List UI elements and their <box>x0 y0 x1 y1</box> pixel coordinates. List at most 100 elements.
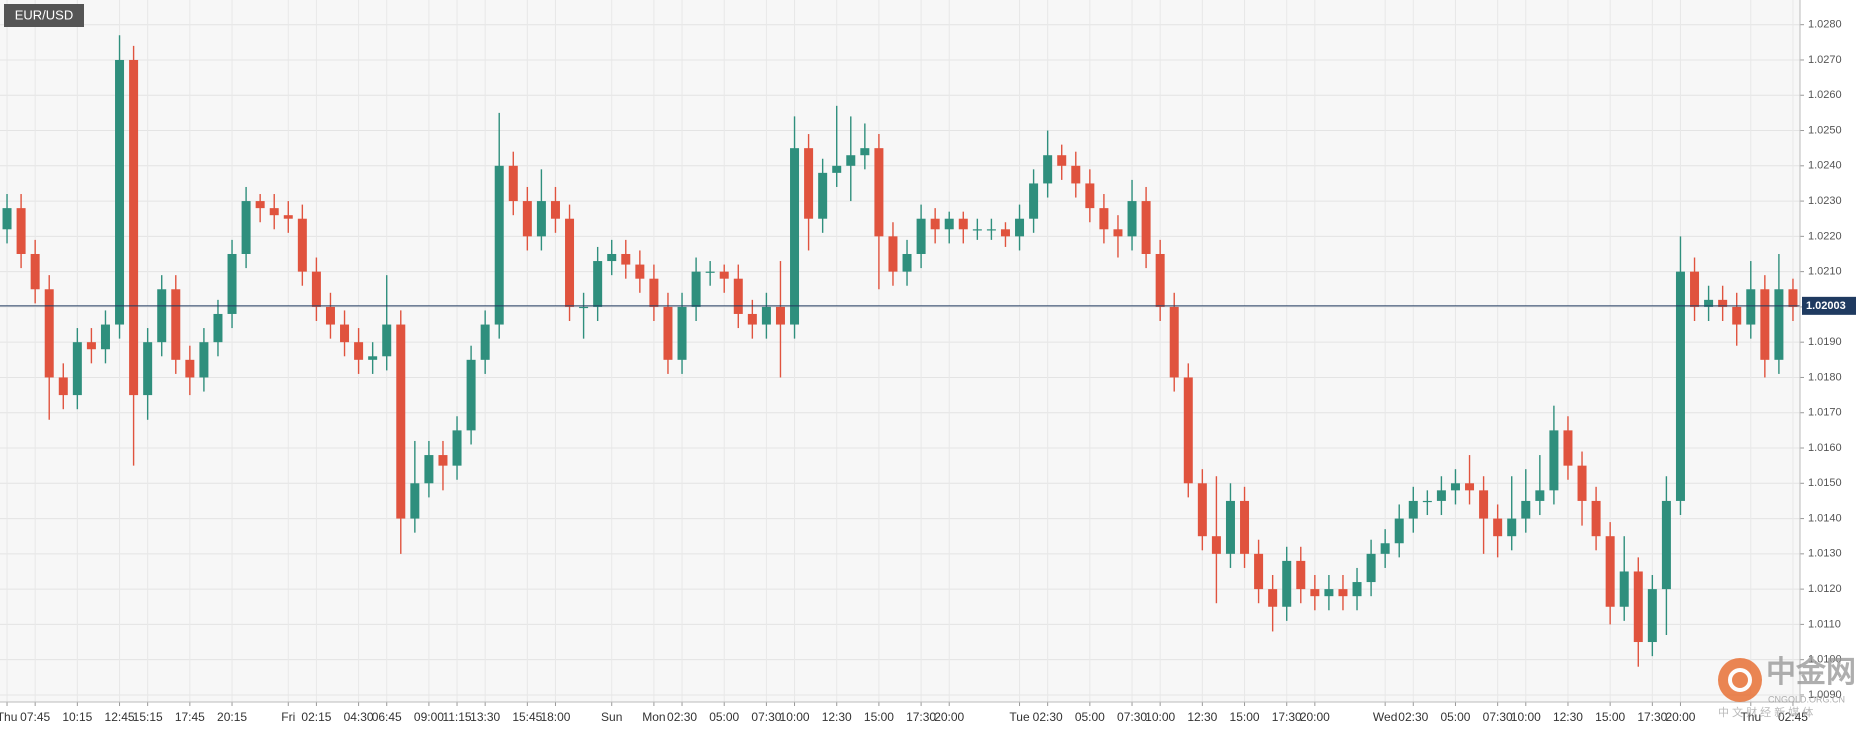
candle-body <box>1577 465 1587 501</box>
candle-body <box>2 208 12 230</box>
y-tick-label: 1.0240 <box>1808 160 1842 172</box>
candle-body <box>747 313 757 325</box>
x-tick-label: 13:30 <box>470 710 500 724</box>
candle-body <box>1113 229 1123 237</box>
candle-body <box>916 218 926 254</box>
y-tick-label: 1.0160 <box>1808 442 1842 454</box>
candle-body <box>157 289 167 343</box>
watermark-site: CNGOLD.ORG.CN <box>1768 694 1845 704</box>
candle-body <box>1268 589 1278 607</box>
candle-body <box>832 165 842 173</box>
candle-body <box>1029 183 1039 219</box>
x-tick-label: Thu <box>1740 710 1761 724</box>
x-tick-label: 20:00 <box>1300 710 1330 724</box>
candle-body <box>269 208 279 216</box>
candle-body <box>1408 500 1418 519</box>
candle-body <box>1746 289 1756 325</box>
candle-body <box>1549 430 1559 491</box>
x-tick-label: Mon <box>642 710 665 724</box>
x-tick-label: 10:15 <box>62 710 92 724</box>
x-tick-label: 05:00 <box>1440 710 1470 724</box>
candle-body <box>129 59 139 396</box>
candle-body <box>297 218 307 272</box>
candle-body <box>677 306 687 360</box>
candle-body <box>354 342 364 360</box>
watermark-name: 中金网 <box>1766 655 1856 689</box>
candle-body <box>1338 589 1348 597</box>
candle-body <box>1380 543 1390 554</box>
candle-body <box>185 359 195 378</box>
candle-body <box>860 148 870 156</box>
y-tick-label: 1.0110 <box>1808 618 1841 630</box>
candle-body <box>1099 208 1109 230</box>
candle-body <box>255 201 265 209</box>
candle-body <box>1240 500 1250 554</box>
candle-body <box>1760 289 1770 360</box>
candle-body <box>649 278 659 307</box>
x-tick-label: 07:30 <box>1483 710 1513 724</box>
y-tick-label: 1.0120 <box>1808 583 1842 595</box>
candle-body <box>16 208 26 254</box>
candle-body <box>30 253 40 290</box>
candle-body <box>1394 518 1404 544</box>
y-tick-label: 1.0260 <box>1808 89 1842 101</box>
x-tick-label: 02:15 <box>301 710 331 724</box>
candle-body <box>733 278 743 314</box>
candle-body <box>565 218 575 307</box>
candle-body <box>1000 229 1010 237</box>
candle-body <box>1521 500 1531 519</box>
candle-body <box>550 201 560 219</box>
watermark: 中金网 CNGOLD.ORG.CN 中 文 财 经 新 媒 体 <box>1718 655 1856 719</box>
candle-body <box>986 229 996 231</box>
candle-body <box>1155 253 1165 307</box>
candle-body <box>1043 155 1053 184</box>
y-tick-label: 1.0170 <box>1808 407 1842 419</box>
title-box <box>4 4 84 27</box>
y-tick-label: 1.0220 <box>1808 230 1842 242</box>
x-tick-label: 17:45 <box>175 710 205 724</box>
candle-body <box>1324 589 1334 597</box>
candle-body <box>1127 201 1137 237</box>
overlay: 1.02003 <box>0 296 1856 315</box>
candle-body <box>888 236 898 272</box>
candle-body <box>340 324 350 343</box>
candle-body <box>171 289 181 360</box>
candle-body <box>790 148 800 325</box>
candle-body <box>438 455 448 466</box>
candle-body <box>241 201 251 254</box>
candle-body <box>1352 582 1362 597</box>
candle-body <box>1254 553 1264 590</box>
candle-body <box>508 165 518 202</box>
x-tick-label: 07:30 <box>1117 710 1147 724</box>
x-tick-label: 02:45 <box>1778 710 1808 724</box>
candle-body <box>1633 571 1643 643</box>
candle-body <box>958 218 968 230</box>
candle-body <box>846 155 856 166</box>
x-tick-label: 12:30 <box>822 710 852 724</box>
candle-body <box>1690 271 1700 307</box>
candle-body <box>1057 155 1067 166</box>
x-tick-label: 15:00 <box>1230 710 1260 724</box>
x-tick-label: 11:15 <box>442 710 471 724</box>
candle-body <box>775 306 785 325</box>
candle-body <box>213 313 223 343</box>
candle-body <box>1085 183 1095 209</box>
watermark-logo-mark <box>1728 668 1752 692</box>
x-tick-label: Wed <box>1373 710 1397 724</box>
x-tick-label: 17:30 <box>906 710 936 724</box>
candle-body <box>1169 306 1179 378</box>
candle-body <box>579 306 589 309</box>
candle-body <box>368 356 378 360</box>
candle-body <box>199 342 209 378</box>
x-tick-label: 05:00 <box>1075 710 1105 724</box>
candle-body <box>635 264 645 279</box>
candle-body <box>1591 500 1601 537</box>
candle-body <box>1675 271 1685 501</box>
x-tick-label: 20:15 <box>217 710 247 724</box>
x-tick-label: 17:30 <box>1637 710 1667 724</box>
candle-body <box>58 377 68 396</box>
x-tick-label: 02:30 <box>667 710 697 724</box>
candle-body <box>1422 500 1432 503</box>
x-tick-label: 20:00 <box>1665 710 1695 724</box>
